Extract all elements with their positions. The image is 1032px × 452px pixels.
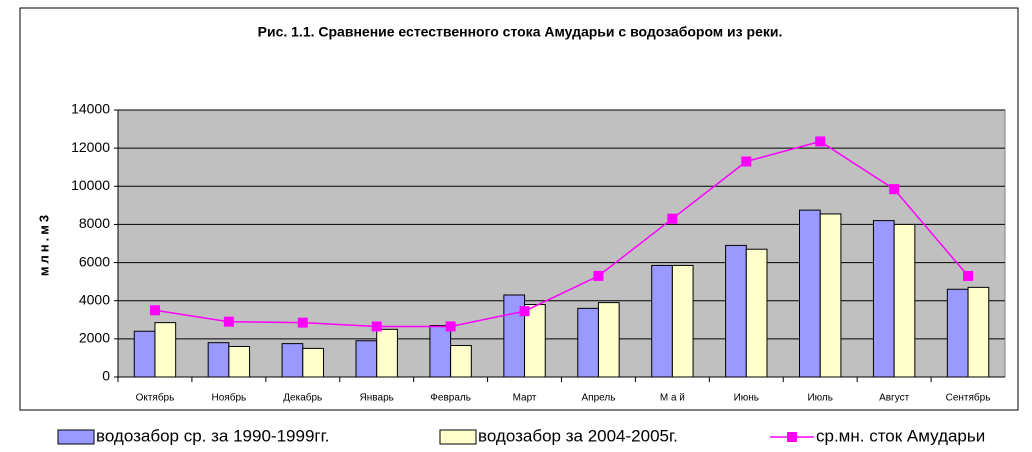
x-tick-label: Апрель bbox=[581, 393, 615, 404]
bar bbox=[651, 264, 673, 378]
bar bbox=[893, 223, 916, 378]
legend-swatch bbox=[439, 429, 477, 445]
x-tick-label: Октябрь bbox=[136, 392, 175, 404]
legend-marker bbox=[787, 432, 797, 442]
bar bbox=[946, 288, 969, 378]
legend-label: водозабор ср. за 1990-1999гг. bbox=[96, 426, 329, 445]
y-tick-label: 4000 bbox=[79, 291, 110, 307]
marker bbox=[297, 317, 308, 328]
bar bbox=[799, 209, 821, 378]
y-tick-label: 10000 bbox=[71, 177, 110, 193]
bar bbox=[725, 244, 747, 378]
marker bbox=[963, 270, 974, 281]
bar bbox=[207, 342, 230, 378]
x-tick-label: Февраль bbox=[430, 393, 471, 404]
y-tick-label: 12000 bbox=[71, 139, 110, 155]
bar bbox=[355, 340, 378, 378]
bar bbox=[281, 343, 304, 378]
bar bbox=[597, 302, 620, 378]
bar bbox=[154, 322, 177, 378]
x-tick-label: Август bbox=[879, 393, 910, 404]
bar bbox=[228, 345, 251, 378]
y-tick-label: 0 bbox=[102, 368, 110, 384]
y-tick-label: 8000 bbox=[79, 215, 110, 231]
y-axis-label: млн.м3 bbox=[36, 212, 51, 276]
bar bbox=[872, 220, 895, 378]
bar bbox=[376, 328, 398, 378]
y-tick-label: 14000 bbox=[71, 101, 110, 117]
legend-label: ср.мн. сток Амударьи bbox=[816, 426, 985, 445]
marker bbox=[741, 156, 752, 167]
y-tick-label: 6000 bbox=[79, 253, 110, 269]
x-tick-label: Январь bbox=[360, 393, 394, 404]
bar bbox=[133, 330, 156, 378]
bar bbox=[450, 345, 472, 378]
chart-title: Рис. 1.1. Сравнение естественного стока … bbox=[258, 24, 783, 40]
bar bbox=[302, 347, 324, 378]
x-tick-label: Март bbox=[513, 393, 537, 404]
legend-label: водозабор за 2004-2005г. bbox=[478, 426, 678, 445]
marker bbox=[519, 306, 530, 317]
marker bbox=[889, 184, 900, 195]
bar bbox=[577, 307, 599, 378]
marker bbox=[815, 136, 826, 147]
marker bbox=[223, 316, 234, 327]
legend-swatch bbox=[57, 429, 95, 445]
plot-area bbox=[117, 109, 1006, 378]
x-tick-label: Июнь bbox=[734, 393, 759, 404]
y-tick-label: 2000 bbox=[79, 330, 110, 346]
marker bbox=[149, 305, 160, 316]
x-tick-label: Декабрь bbox=[283, 392, 322, 404]
x-tick-label: Июль bbox=[807, 393, 833, 404]
line bbox=[154, 140, 969, 328]
marker bbox=[593, 270, 604, 281]
x-tick-label: Сентябрь bbox=[946, 392, 991, 404]
marker bbox=[371, 321, 382, 332]
marker bbox=[445, 321, 456, 332]
bar bbox=[671, 264, 694, 378]
x-tick-label: Ноябрь bbox=[212, 392, 247, 404]
x-tick-label: М а й bbox=[660, 393, 685, 404]
bar bbox=[429, 325, 452, 378]
bar bbox=[819, 213, 842, 378]
bar bbox=[745, 248, 768, 378]
marker bbox=[667, 213, 678, 224]
bar bbox=[967, 286, 990, 378]
